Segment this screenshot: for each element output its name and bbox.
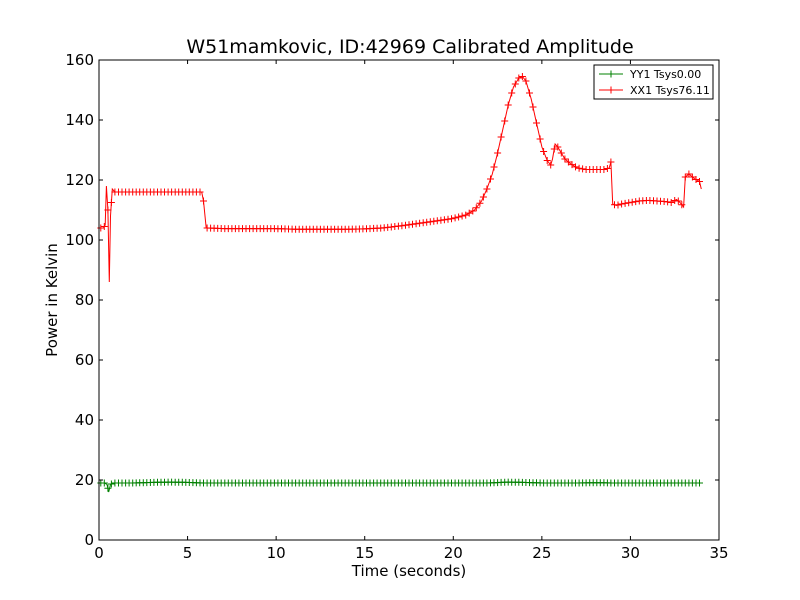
data-point-marker bbox=[572, 163, 579, 171]
data-point-marker bbox=[200, 197, 207, 205]
data-point-marker bbox=[515, 74, 523, 82]
data-point-marker bbox=[600, 166, 608, 173]
legend-marker bbox=[607, 86, 615, 94]
y-tick-label: 60 bbox=[75, 351, 94, 369]
data-point-marker bbox=[529, 103, 537, 111]
x-tick-label: 0 bbox=[94, 544, 104, 562]
y-tick-label: 40 bbox=[75, 411, 94, 429]
data-point-marker bbox=[448, 215, 455, 223]
data-point-marker bbox=[458, 212, 466, 220]
legend-box bbox=[593, 64, 714, 100]
data-point-marker bbox=[536, 135, 544, 143]
plot-area-frame bbox=[98, 59, 720, 541]
x-tick-label: 10 bbox=[267, 544, 286, 562]
data-point-marker bbox=[469, 207, 477, 215]
y-tick-label: 160 bbox=[65, 51, 94, 69]
data-point-marker bbox=[494, 149, 502, 157]
legend-label-xx1: XX1 Tsys76.11 bbox=[630, 84, 710, 97]
chart-title: W51mamkovic, ID:42969 Calibrated Amplitu… bbox=[186, 36, 633, 58]
data-point-marker bbox=[674, 197, 682, 205]
data-point-marker bbox=[511, 80, 519, 88]
x-tick-label: 30 bbox=[621, 544, 640, 562]
x-tick-label: 15 bbox=[355, 544, 374, 562]
legend: YY1 Tsys0.00 XX1 Tsys76.11 bbox=[593, 64, 714, 100]
data-point-marker bbox=[97, 224, 105, 232]
data-point-marker bbox=[681, 173, 689, 181]
data-point-marker bbox=[465, 209, 473, 217]
data-point-marker bbox=[540, 148, 548, 155]
y-tick-label: 120 bbox=[65, 171, 94, 189]
data-point-marker bbox=[625, 199, 633, 207]
data-point-marker bbox=[440, 216, 448, 224]
data-point-marker bbox=[522, 77, 530, 85]
data-point-marker bbox=[497, 133, 505, 141]
data-point-marker bbox=[476, 199, 484, 207]
data-point-marker bbox=[501, 117, 509, 125]
data-point-marker bbox=[104, 206, 112, 214]
data-point-marker bbox=[479, 193, 487, 201]
data-point-marker bbox=[100, 479, 108, 487]
series-line bbox=[100, 75, 702, 283]
data-point-marker bbox=[483, 185, 491, 193]
data-point-marker bbox=[696, 178, 703, 185]
data-point-marker bbox=[547, 161, 555, 169]
data-point-marker bbox=[621, 199, 629, 207]
data-point-marker bbox=[696, 479, 703, 487]
legend-marker bbox=[607, 70, 615, 78]
x-tick-label: 5 bbox=[183, 544, 193, 562]
series-layer bbox=[97, 73, 703, 493]
data-point-marker bbox=[508, 89, 516, 97]
y-tick-label: 100 bbox=[65, 231, 94, 249]
data-point-marker bbox=[472, 204, 480, 212]
data-point-marker bbox=[564, 158, 572, 166]
data-point-marker bbox=[685, 170, 693, 178]
data-point-marker bbox=[614, 201, 622, 209]
data-point-marker bbox=[518, 73, 526, 80]
data-point-marker bbox=[678, 201, 686, 209]
x-tick-label: 20 bbox=[444, 544, 463, 562]
y-tick-label: 20 bbox=[75, 471, 94, 489]
data-point-marker bbox=[554, 143, 562, 151]
data-point-marker bbox=[196, 188, 204, 196]
data-point-marker bbox=[543, 157, 551, 164]
data-point-marker bbox=[561, 155, 569, 163]
data-point-marker bbox=[607, 158, 615, 166]
y-tick-label: 0 bbox=[84, 531, 94, 549]
data-point-marker bbox=[628, 198, 636, 206]
axis-ticks: 0 5 10 15 20 25 30 35 0 20 40 60 80 100 120 140 160 bbox=[65, 51, 728, 562]
data-point-marker bbox=[487, 175, 494, 183]
data-point-marker bbox=[557, 149, 565, 157]
data-point-marker bbox=[107, 199, 115, 206]
data-point-marker bbox=[632, 198, 640, 206]
data-point-marker bbox=[688, 173, 696, 181]
data-point-marker bbox=[618, 200, 626, 208]
x-axis-label: Time (seconds) bbox=[351, 562, 467, 580]
data-point-marker bbox=[490, 163, 498, 171]
data-point-marker bbox=[107, 480, 115, 488]
data-point-marker bbox=[533, 119, 540, 127]
y-tick-label: 140 bbox=[65, 111, 94, 129]
legend-entry-xx1: XX1 Tsys76.11 bbox=[599, 84, 710, 97]
data-point-marker bbox=[104, 484, 112, 492]
data-point-marker bbox=[579, 165, 587, 173]
data-point-marker bbox=[100, 223, 108, 230]
y-axis-label: Power in Kelvin bbox=[43, 243, 61, 357]
data-point-marker bbox=[504, 101, 512, 109]
legend-label-yy1: YY1 Tsys0.00 bbox=[629, 68, 701, 81]
legend-entry-yy1: YY1 Tsys0.00 bbox=[599, 68, 701, 81]
data-point-marker bbox=[575, 164, 583, 172]
x-tick-label: 35 bbox=[709, 544, 728, 562]
data-point-marker bbox=[526, 89, 533, 97]
data-point-marker bbox=[451, 214, 459, 222]
y-tick-label: 80 bbox=[75, 291, 94, 309]
series-1 bbox=[97, 73, 703, 283]
data-point-marker bbox=[664, 198, 672, 206]
data-point-marker bbox=[455, 213, 463, 221]
series-0 bbox=[97, 478, 703, 493]
x-tick-label: 25 bbox=[532, 544, 551, 562]
data-point-marker bbox=[603, 165, 611, 172]
